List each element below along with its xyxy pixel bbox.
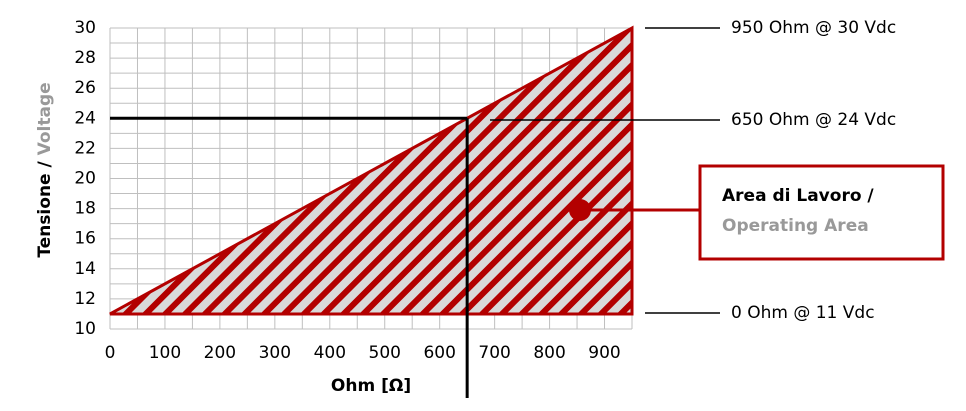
x-tick-label: 0 <box>105 343 116 363</box>
y-tick-label: 10 <box>74 319 96 339</box>
y-tick-label: 22 <box>74 138 96 158</box>
x-tick-label: 500 <box>369 343 401 363</box>
y-label-en: Voltage <box>35 82 55 155</box>
x-tick-label: 100 <box>149 343 181 363</box>
y-tick-label: 12 <box>74 289 96 309</box>
callout-dot <box>569 199 591 221</box>
x-tick-label: 300 <box>259 343 291 363</box>
annotation: 0 Ohm @ 11 Vdc <box>731 303 875 323</box>
y-tick-label: 28 <box>74 48 96 68</box>
x-tick-label: 900 <box>588 343 620 363</box>
y-label-it: Tensione / <box>35 155 55 257</box>
annotation: 650 Ohm @ 24 Vdc <box>731 110 896 130</box>
x-axis-label: Ohm [Ω] <box>331 376 411 396</box>
area-label: Area di Lavoro / <box>722 186 874 206</box>
y-tick-label: 20 <box>74 169 96 189</box>
y-axis-label: Tensione / Voltage <box>35 82 55 257</box>
y-tick-label: 26 <box>74 78 96 98</box>
x-tick-label: 400 <box>314 343 346 363</box>
y-tick-label: 18 <box>74 199 96 219</box>
annotation: 950 Ohm @ 30 Vdc <box>731 18 896 38</box>
y-tick-label: 30 <box>74 18 96 38</box>
x-tick-label: 800 <box>533 343 565 363</box>
y-tick-label: 16 <box>74 229 96 249</box>
x-tick-label: 700 <box>478 343 510 363</box>
callout-box <box>698 164 945 261</box>
y-tick-label: 14 <box>74 259 96 279</box>
area-label: Operating Area <box>722 216 869 236</box>
y-tick-label: 24 <box>74 108 96 128</box>
plot <box>109 25 634 398</box>
operating-area <box>109 25 634 316</box>
x-tick-label: 200 <box>204 343 236 363</box>
x-tick-label: 600 <box>423 343 455 363</box>
